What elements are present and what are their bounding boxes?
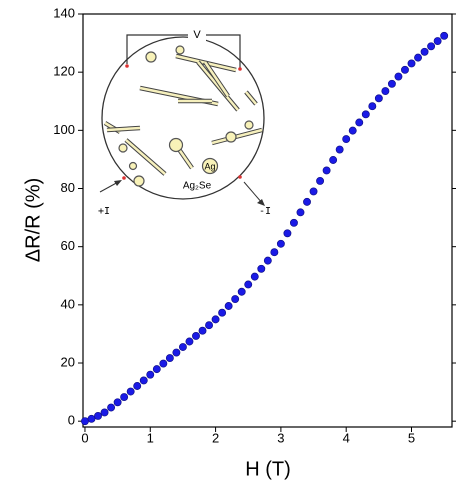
data-point (263, 256, 272, 265)
data-point (107, 403, 116, 412)
data-point (100, 408, 109, 417)
arrow (243, 181, 264, 205)
data-point (303, 197, 311, 206)
plot-frame (82, 13, 453, 428)
ag-label: Ag (204, 161, 215, 171)
data-point (433, 37, 442, 45)
y-tick-label: 60 (61, 238, 75, 253)
data-point (257, 264, 266, 273)
data-point (87, 414, 96, 423)
data-point (185, 337, 194, 346)
particles (118, 45, 254, 187)
data-point (126, 387, 135, 396)
data-point (250, 272, 259, 281)
inset-circle (101, 36, 265, 200)
x-axis-label: H (T) (245, 458, 291, 480)
data-point (133, 382, 142, 390)
data-point (329, 156, 338, 164)
data-point (361, 110, 370, 119)
data-point (440, 31, 449, 40)
inset: V Ag Ag₂Se +I - (98, 27, 271, 217)
rods (103, 53, 263, 176)
data-point (94, 411, 102, 420)
v-bracket (126, 34, 241, 68)
data-point (316, 176, 325, 185)
data-point (198, 326, 207, 335)
arrow-head (114, 180, 122, 186)
label-bg (188, 27, 206, 42)
data-point (407, 59, 416, 68)
data-point (218, 308, 227, 317)
x-tick-label: 1 (147, 430, 154, 445)
y-tick-label: 20 (61, 354, 75, 369)
x-tick-label: 5 (408, 430, 415, 445)
data-point (178, 343, 187, 351)
data-point (401, 65, 409, 74)
y-tick-label: 80 (61, 180, 75, 195)
data-point (355, 118, 364, 127)
data-point (374, 94, 383, 103)
x-tick-label: 2 (212, 430, 219, 445)
x-tick-label: 4 (343, 430, 350, 445)
y-tick-label: 100 (53, 122, 75, 137)
y-axis-label: ΔR/R (%) (22, 178, 44, 262)
data-point (322, 166, 331, 175)
ag2se-label: Ag₂Se (183, 181, 212, 192)
data-point (348, 126, 357, 135)
data-point (152, 365, 161, 374)
data-point (224, 302, 233, 310)
data-point (237, 287, 246, 296)
x-tick-label: 0 (81, 430, 88, 445)
minus-i-label: -I (259, 206, 271, 217)
data-point (290, 218, 298, 227)
data-point (414, 53, 422, 62)
data-point (381, 87, 390, 96)
data-point (211, 315, 220, 324)
data-point (394, 72, 403, 81)
data-point (172, 348, 181, 357)
data-point (192, 332, 200, 340)
x-tick-label: 3 (277, 430, 284, 445)
data-point (120, 393, 129, 401)
data-point (276, 239, 285, 248)
y-tick-label: 140 (53, 5, 75, 20)
data-point (231, 295, 240, 303)
y-tick-label: 40 (61, 296, 75, 311)
y-tick-label: 0 (68, 413, 75, 428)
data-point (309, 187, 318, 196)
data-point (165, 354, 174, 363)
data-point (146, 370, 155, 379)
arrow-head (257, 199, 265, 206)
data-point (139, 376, 148, 385)
data-point (244, 280, 253, 289)
data-point (420, 47, 429, 56)
data-point (368, 102, 377, 111)
data-point (113, 398, 122, 407)
y-tick-label: 120 (53, 64, 75, 79)
plus-i-label: +I (98, 206, 110, 217)
data-point (270, 248, 279, 257)
data-point (387, 79, 396, 88)
data-point (81, 417, 89, 426)
data-point (296, 208, 305, 217)
data-point (283, 229, 292, 238)
data-point (427, 42, 436, 51)
v-label: V (193, 29, 201, 41)
data-point (205, 321, 213, 330)
contacts (122, 64, 242, 180)
data-point (342, 135, 351, 144)
data-point (335, 145, 344, 154)
data-point (159, 359, 168, 368)
